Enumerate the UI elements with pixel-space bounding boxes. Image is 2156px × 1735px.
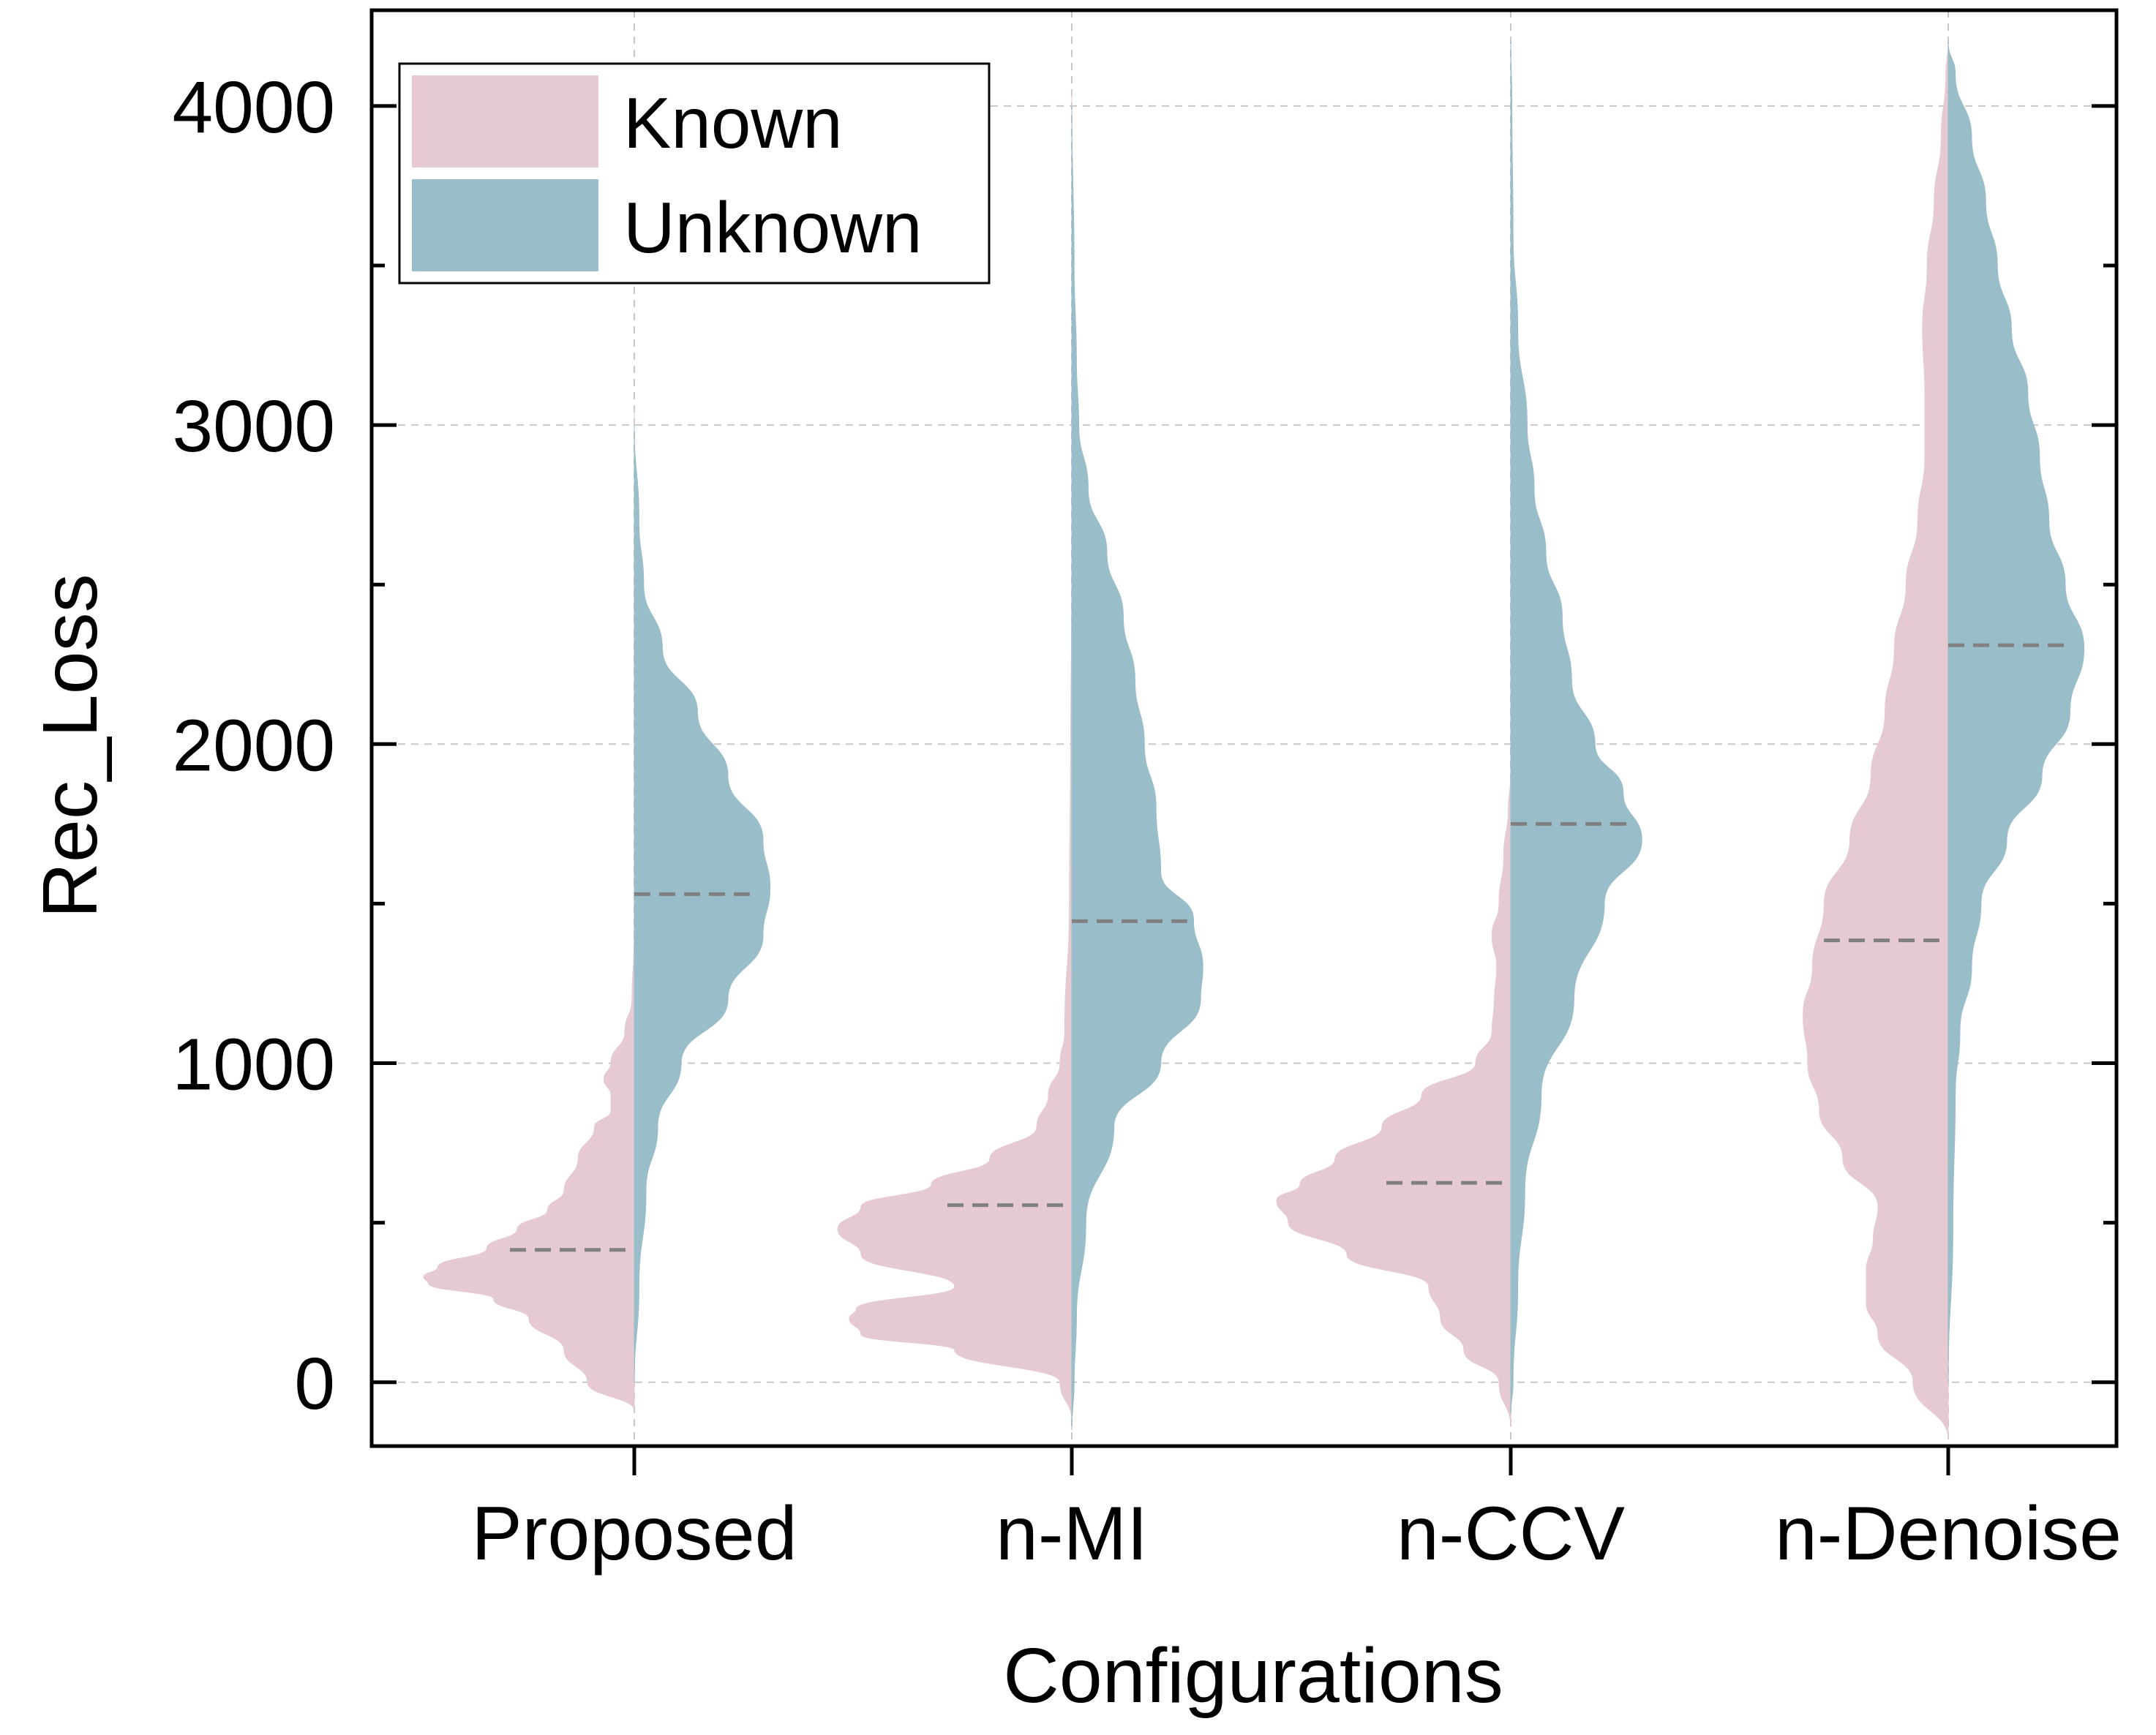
y-tick-label: 1000 bbox=[173, 1024, 335, 1106]
x-tick-label: Proposed bbox=[471, 1491, 797, 1576]
violin-known-n-mi bbox=[837, 90, 1073, 1421]
violin-known-n-ccv bbox=[1276, 42, 1511, 1427]
legend-swatch-unknown bbox=[412, 179, 598, 271]
violin-unknown-n-ccv bbox=[1510, 42, 1642, 1415]
median-lines bbox=[510, 643, 2073, 1252]
legend-swatch-known bbox=[412, 75, 598, 168]
y-tick-label: 3000 bbox=[173, 385, 335, 467]
violin-unknown-n-denoise bbox=[1947, 42, 2085, 1382]
legend-label-unknown: Unknown bbox=[623, 187, 923, 268]
violin-unknown-proposed bbox=[634, 425, 771, 1382]
violin-known-proposed bbox=[423, 409, 635, 1412]
violin-known-n-denoise bbox=[1803, 42, 1949, 1440]
legend: Known Unknown bbox=[398, 62, 991, 285]
y-tick-label: 2000 bbox=[173, 704, 335, 786]
violin-unknown-n-mi bbox=[1071, 105, 1203, 1431]
y-axis-label: Rec_Loss bbox=[27, 573, 113, 918]
plot-frame bbox=[369, 8, 2119, 1448]
legend-label-known: Known bbox=[623, 83, 843, 163]
y-tick-label: 4000 bbox=[173, 67, 335, 148]
x-tick-label: n-Denoise bbox=[1775, 1491, 2122, 1576]
x-tick-label: n-CCV bbox=[1397, 1491, 1625, 1576]
y-tick-label: 0 bbox=[294, 1343, 335, 1425]
x-axis-label: Configurations bbox=[1003, 1633, 1503, 1719]
axis-ticks: 0 1000 2000 3000 4000 Proposed n-MI n-CCV n-Deno… bbox=[173, 67, 2122, 1576]
violin-series bbox=[423, 42, 2085, 1440]
x-tick-label: n-MI bbox=[996, 1491, 1148, 1576]
